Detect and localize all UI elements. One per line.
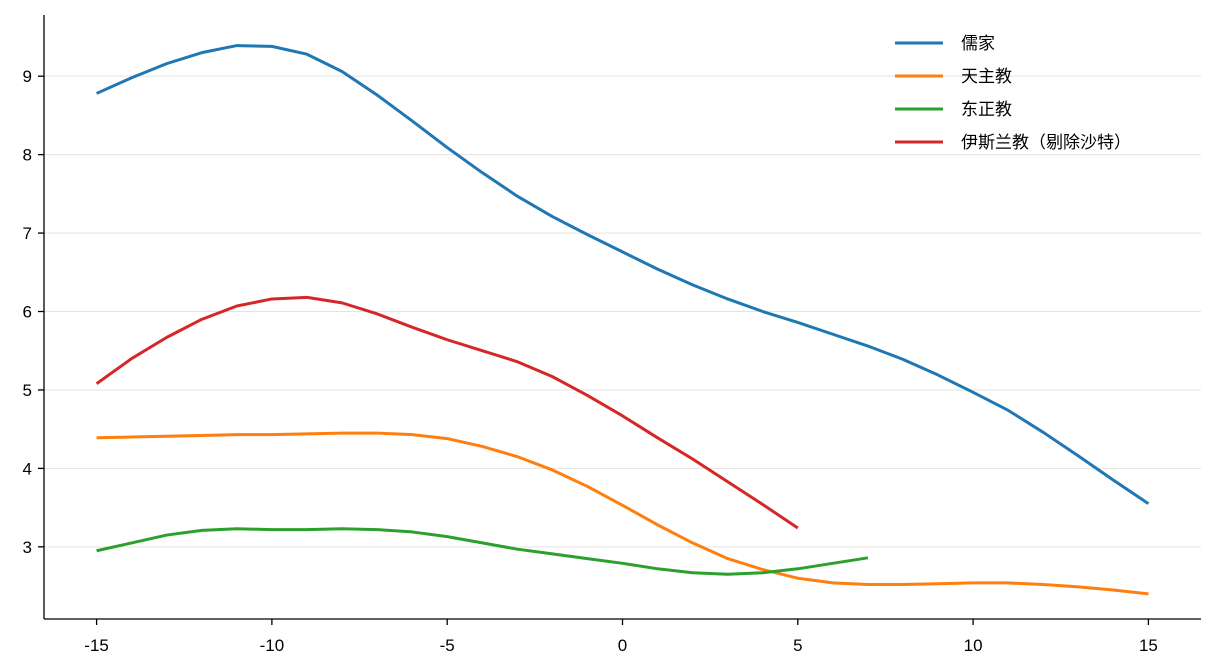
x-tick-label: -15 — [84, 636, 109, 655]
gridlines — [44, 75, 1201, 548]
x-tick-label: 15 — [1139, 636, 1158, 655]
series-line-2 — [96, 527, 869, 576]
y-tick-label: 8 — [23, 146, 32, 165]
x-tick-label: 0 — [618, 636, 627, 655]
y-tick-label: 7 — [23, 224, 32, 243]
y-tick-label: 3 — [23, 538, 32, 557]
x-tick-label: -5 — [440, 636, 455, 655]
x-tick-label: -10 — [260, 636, 285, 655]
series-lines — [95, 44, 1150, 596]
legend-label-0: 儒家 — [961, 34, 995, 54]
x-ticks: -15 -10 -5 0 5 10 15 — [84, 619, 1158, 655]
y-tick-label: 5 — [23, 381, 32, 400]
series-line-3 — [95, 295, 799, 530]
legend-label-1: 天主教 — [961, 67, 1012, 87]
y-ticks: 3 4 5 6 7 8 9 — [23, 67, 44, 557]
x-tick-label: 10 — [964, 636, 983, 655]
legend-label-2: 东正教 — [961, 100, 1012, 120]
legend-label-3: 伊斯兰教（剔除沙特） — [961, 133, 1131, 153]
y-tick-label: 4 — [23, 459, 32, 478]
x-tick-label: 5 — [793, 636, 802, 655]
series-line-0 — [95, 44, 1150, 505]
y-tick-label: 6 — [23, 303, 32, 322]
y-tick-label: 9 — [23, 67, 32, 86]
series-line-1 — [96, 431, 1149, 596]
